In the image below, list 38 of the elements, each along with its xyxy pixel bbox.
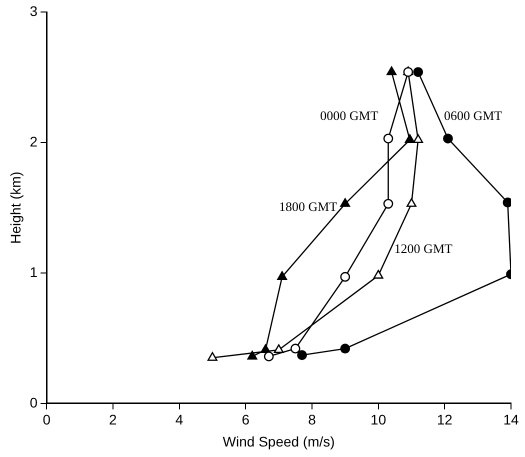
point <box>290 344 300 354</box>
series-label: 1800 GMT <box>278 199 338 214</box>
series-label: 0000 GMT <box>320 108 378 123</box>
series-label: 0600 GMT <box>444 108 502 123</box>
point <box>404 134 415 144</box>
y-tick-label: 1 <box>30 264 38 280</box>
point <box>340 344 350 354</box>
point <box>277 271 288 280</box>
point <box>443 134 453 144</box>
x-axis-title: Wind Speed (m/s) <box>222 433 335 450</box>
y-axis-title: Height (km) <box>7 172 24 244</box>
series-label: 1200 GMT <box>394 240 453 256</box>
point <box>383 134 394 144</box>
x-tick-label: 0 <box>42 412 51 428</box>
x-tick-label: 10 <box>370 412 386 428</box>
x-tick-label: 2 <box>109 412 118 428</box>
point <box>297 350 307 360</box>
y-tick-label: 2 <box>30 133 38 150</box>
point <box>406 198 416 207</box>
point <box>383 198 394 209</box>
x-tick-label: 4 <box>175 412 184 428</box>
point <box>340 198 350 207</box>
point <box>413 134 424 144</box>
point <box>413 67 424 77</box>
point <box>502 198 511 208</box>
x-tick-label: 12 <box>436 412 453 428</box>
point <box>247 350 258 360</box>
x-tick-label: 8 <box>308 412 316 428</box>
point <box>274 344 284 354</box>
x-tick-label: 6 <box>242 412 250 428</box>
point <box>340 272 350 282</box>
point <box>373 270 384 279</box>
point <box>207 352 218 361</box>
point <box>264 351 274 362</box>
y-tick-label: 0 <box>30 394 38 410</box>
x-tick-label: 14 <box>503 412 519 428</box>
point <box>386 66 397 76</box>
y-tick-label: 3 <box>30 2 38 19</box>
